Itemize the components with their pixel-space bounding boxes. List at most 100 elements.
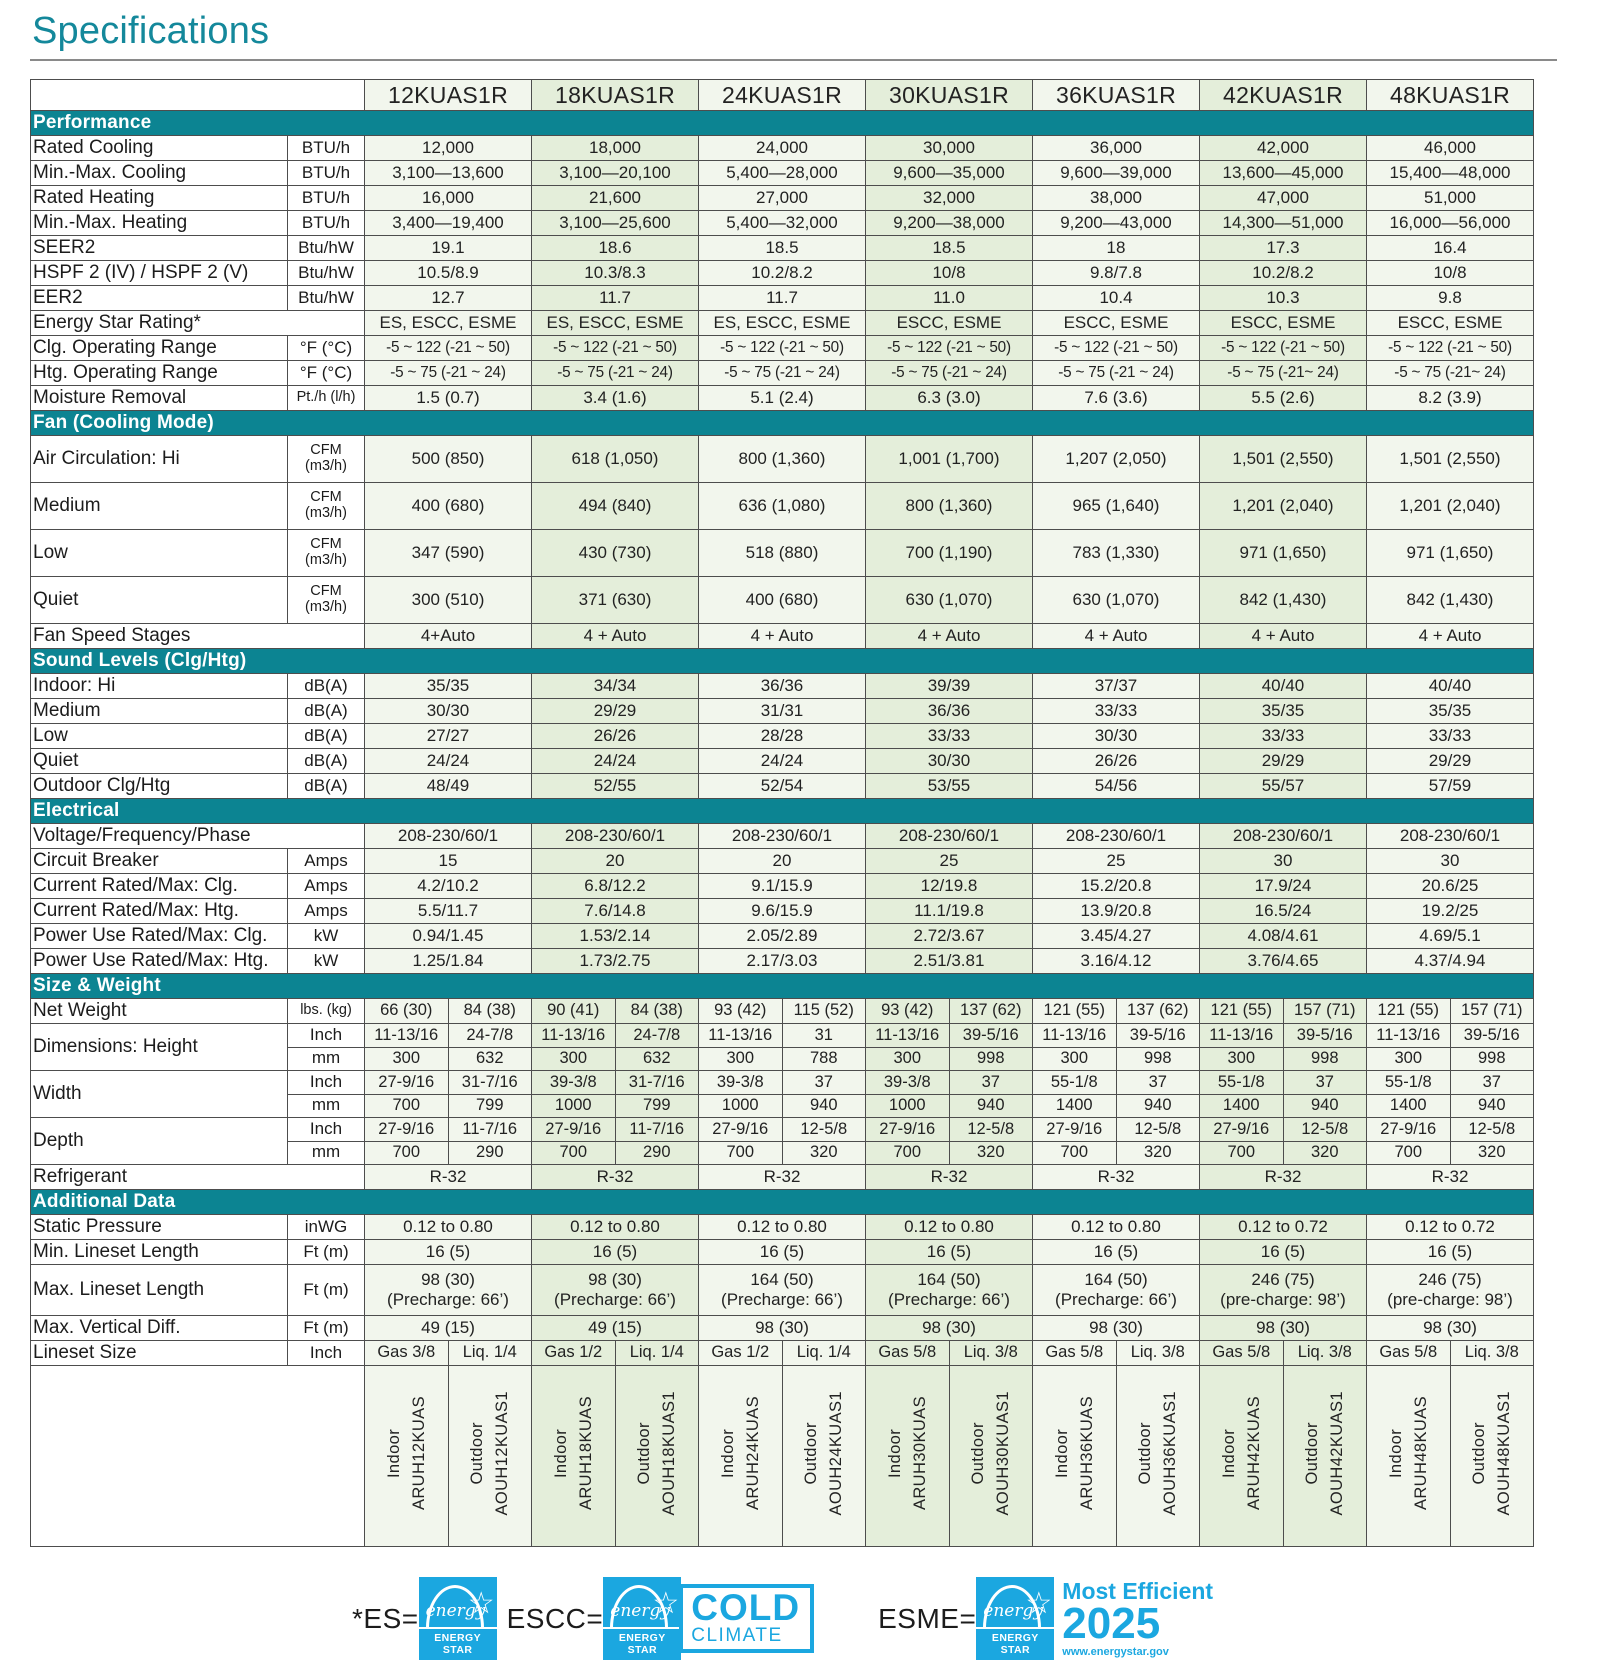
row-label: Power Use Rated/Max: Htg. — [30, 948, 288, 974]
model-code: Indoor ARUH12KUAS — [364, 1365, 449, 1547]
spec-value: 98 (30) (Precharge: 66’) — [531, 1264, 699, 1316]
row-label: Net Weight — [30, 998, 288, 1024]
spec-value: 320 — [948, 1140, 1033, 1165]
row-unit: BTU/h — [287, 210, 365, 236]
row-unit: Inch — [287, 1023, 365, 1048]
energystar-link[interactable]: www.energystar.gov — [1062, 1645, 1169, 1658]
model-header: 36KUAS1R — [1032, 79, 1200, 111]
spec-value: 164 (50) (Precharge: 66’) — [865, 1264, 1033, 1316]
indoor-model-code: Indoor ARUH30KUAS — [885, 1396, 929, 1511]
spec-value: 98 (30) — [1032, 1315, 1200, 1341]
spec-value: 320 — [1115, 1140, 1200, 1165]
row-unit: Amps — [287, 848, 365, 874]
indoor-model-code: Indoor ARUH18KUAS — [551, 1396, 595, 1511]
spec-value: 3.4 (1.6) — [531, 385, 699, 411]
spec-value: 29/29 — [1199, 748, 1367, 774]
spec-value: Liq. 1/4 — [614, 1340, 699, 1366]
spec-row: Voltage/Frequency/Phase 208-230/60/1 208-2… — [30, 823, 1534, 849]
specifications-table: 12KUAS1R 18KUAS1R 24KUAS1R 30KUAS1R 36KUAS1R… — [30, 79, 1534, 1547]
spec-value: 11-13/16 — [1199, 1023, 1284, 1048]
spec-value: 27-9/16 — [364, 1070, 449, 1095]
spec-value: 42,000 — [1199, 135, 1367, 161]
spec-value: 5.5/11.7 — [364, 898, 532, 924]
spec-value: 16 (5) — [698, 1239, 866, 1265]
spec-value: 518 (880) — [698, 529, 866, 577]
row-unit: °F (°C) — [287, 360, 365, 386]
spec-value: 5.1 (2.4) — [698, 385, 866, 411]
spec-value: 29/29 — [531, 698, 699, 724]
row-unit: dB(A) — [287, 673, 365, 699]
spec-value: -5 ~ 75 (-21 ~ 24) — [531, 360, 699, 386]
spec-value: 4 + Auto — [698, 623, 866, 649]
spec-value: 10.2/8.2 — [698, 260, 866, 286]
spec-value: 11.0 — [865, 285, 1033, 311]
spec-row: SEER2 Btu/hW 19.1 18.6 18.5 18.5 18 17.3 16.4 — [30, 235, 1534, 261]
indoor-model-code: Indoor ARUH24KUAS — [718, 1396, 762, 1511]
spec-value: 998 — [1115, 1046, 1200, 1071]
row-unit: dB(A) — [287, 698, 365, 724]
spec-value: 55-1/8 — [1032, 1070, 1117, 1095]
row-unit: dB(A) — [287, 748, 365, 774]
spec-value: 17.3 — [1199, 235, 1367, 261]
spec-value: 1400 — [1366, 1093, 1451, 1118]
spec-value: 93 (42) — [865, 998, 950, 1024]
es-legend-item: *ES= energy ☆ ENERGY STAR — [352, 1577, 497, 1660]
spec-value: 11-7/16 — [447, 1117, 532, 1142]
spec-value: 300 — [364, 1046, 449, 1071]
spec-value: 0.94/1.45 — [364, 923, 532, 949]
row-label: Static Pressure — [30, 1214, 288, 1240]
spec-value: 30/30 — [364, 698, 532, 724]
spec-value: 13,600—45,000 — [1199, 160, 1367, 186]
spec-value: 16 (5) — [865, 1239, 1033, 1265]
spec-value: 6.8/12.2 — [531, 873, 699, 899]
spec-row: Current Rated/Max: Htg. Amps 5.5/11.7 7.6/1… — [30, 898, 1534, 924]
spec-value: 121 (55) — [1032, 998, 1117, 1024]
row-label: Moisture Removal — [30, 385, 288, 411]
spec-row: Circuit Breaker Amps 15 20 20 25 25 30 30 — [30, 848, 1534, 874]
spec-value: 940 — [1449, 1093, 1534, 1118]
spec-row: Clg. Operating Range °F (°C) -5 ~ 122 (-21… — [30, 335, 1534, 361]
spec-value: 40/40 — [1199, 673, 1367, 699]
spec-value: 971 (1,650) — [1366, 529, 1534, 577]
spec-value: 36/36 — [698, 673, 866, 699]
spec-row: Refrigerant R-32 R-32 R-32 R-32 R-32 R-32 R-32 — [30, 1164, 1534, 1190]
spec-value: 0.12 to 0.80 — [531, 1214, 699, 1240]
spec-value: 2.72/3.67 — [865, 923, 1033, 949]
spec-value: 31 — [781, 1023, 866, 1048]
spec-value: 1.5 (0.7) — [364, 385, 532, 411]
spec-value: 27-9/16 — [698, 1117, 783, 1142]
spec-value: Gas 3/8 — [364, 1340, 449, 1366]
spec-value: 20 — [698, 848, 866, 874]
outdoor-model-code: Outdoor AOUH12KUAS1 — [468, 1391, 511, 1516]
spec-row: Max. Lineset Length Ft (m) 98 (30) (Prechar… — [30, 1264, 1534, 1316]
row-unit: Amps — [287, 873, 365, 899]
spec-value: 842 (1,430) — [1366, 576, 1534, 624]
spec-value: 32,000 — [865, 185, 1033, 211]
most-efficient-line1: Most Efficient — [1062, 1578, 1214, 1605]
es-label: *ES= — [352, 1602, 419, 1634]
spec-row: Moisture Removal Pt./h (l/h) 1.5 (0.7) 3.4 … — [30, 385, 1534, 411]
row-unit: Ft (m) — [287, 1239, 365, 1265]
spec-value: 24/24 — [698, 748, 866, 774]
section-header: Electrical — [30, 798, 1534, 824]
spec-value: 24-7/8 — [447, 1023, 532, 1048]
row-label: Outdoor Clg/Htg — [30, 773, 288, 799]
spec-value: 115 (52) — [781, 998, 866, 1024]
spec-value: 35/35 — [1366, 698, 1534, 724]
row-label: Depth — [30, 1117, 288, 1165]
spec-value: 320 — [781, 1140, 866, 1165]
spec-value: 34/34 — [531, 673, 699, 699]
spec-value: -5 ~ 122 (-21 ~ 50) — [865, 335, 1033, 361]
spec-value: R-32 — [531, 1164, 699, 1190]
spec-value: 2.17/3.03 — [698, 948, 866, 974]
spec-value: 300 — [531, 1046, 616, 1071]
energy-star-arc: energy ☆ — [976, 1577, 1054, 1627]
spec-value: 27-9/16 — [531, 1117, 616, 1142]
spec-value: Gas 5/8 — [865, 1340, 950, 1366]
spec-value: 33/33 — [1199, 723, 1367, 749]
spec-value: 30 — [1366, 848, 1534, 874]
spec-row: mm 700 799 1000 799 1000 940 1000 940 1400 940 1400… — [31, 1093, 1534, 1118]
spec-value: 998 — [1449, 1046, 1534, 1071]
row-label: Power Use Rated/Max: Clg. — [30, 923, 288, 949]
